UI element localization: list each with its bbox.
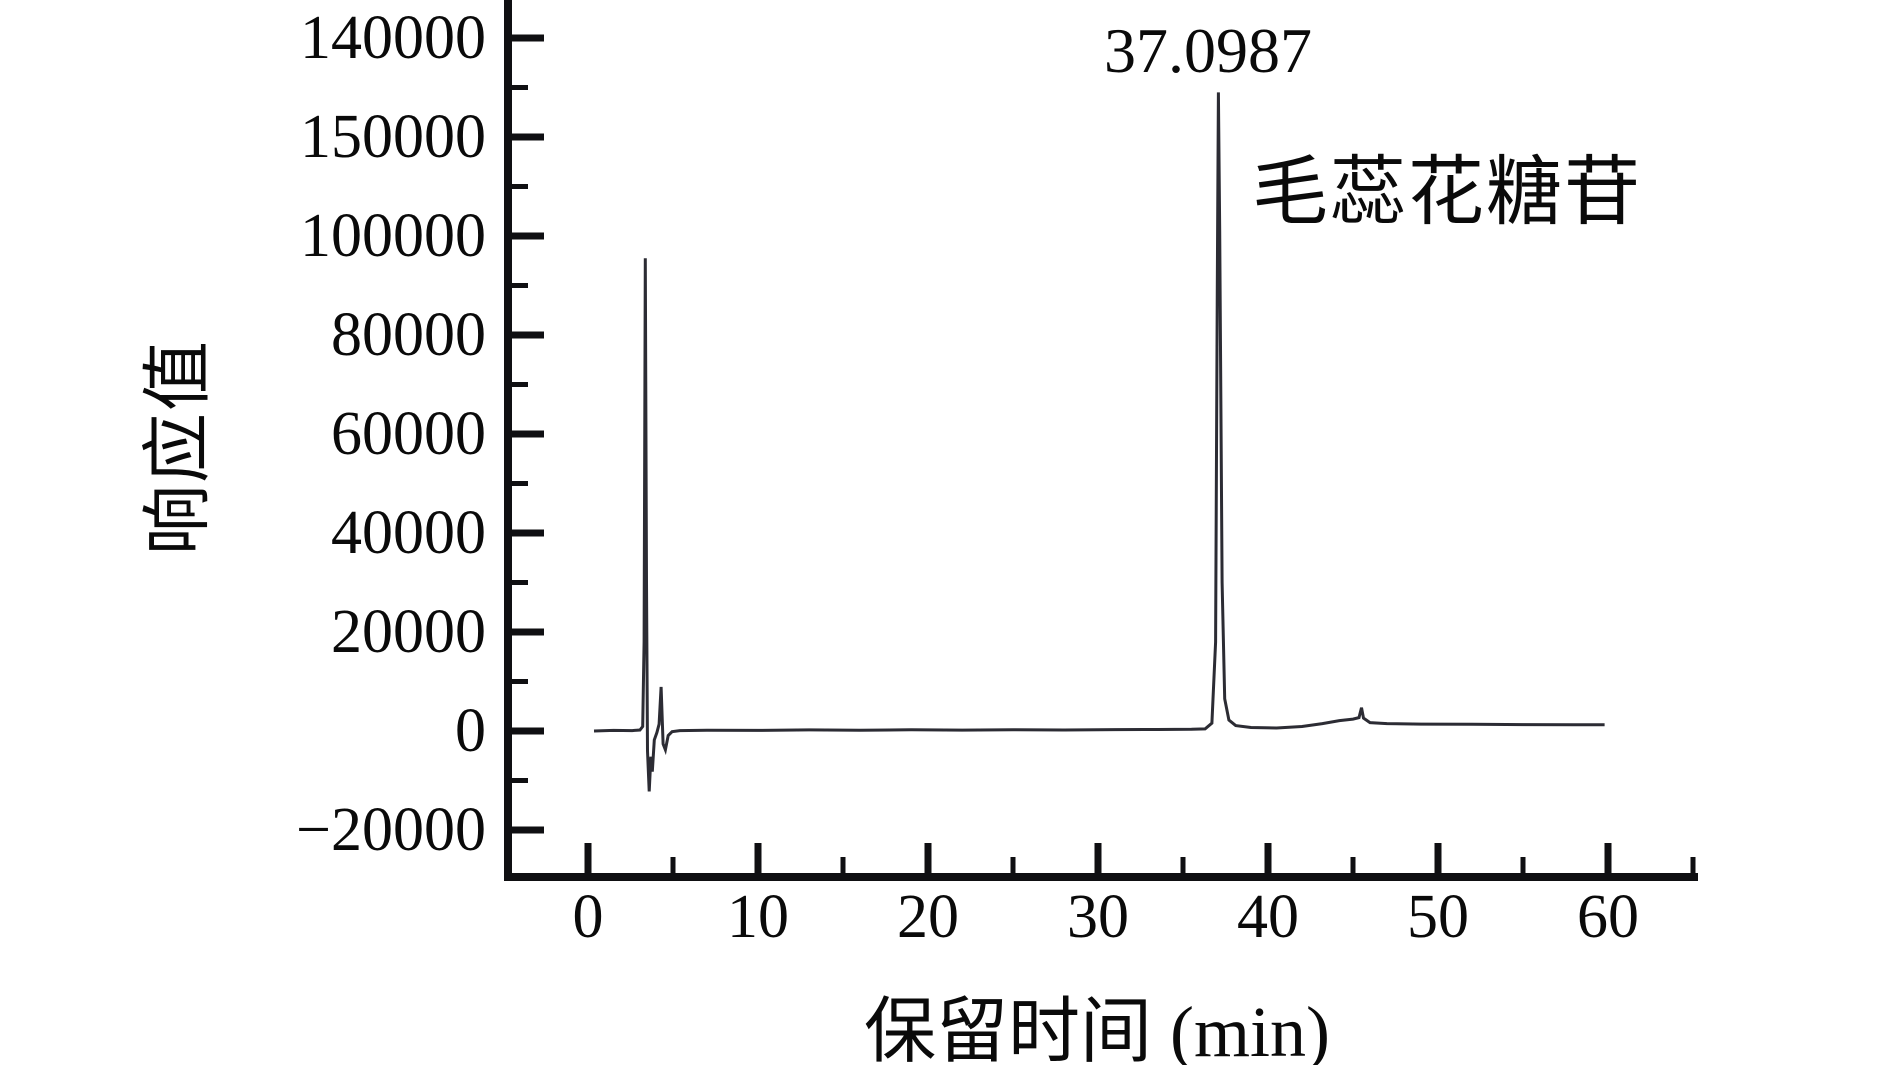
x-tick-label: 50: [1407, 883, 1469, 951]
x-minor-tick: [1010, 857, 1016, 873]
y-minor-tick: [512, 382, 528, 387]
x-major-tick: [1264, 843, 1272, 873]
y-major-tick: [512, 826, 544, 834]
y-axis-spine: [504, 0, 512, 881]
y-axis-title: 响应值: [140, 339, 218, 555]
x-major-tick: [924, 843, 932, 873]
x-major-tick: [584, 843, 592, 873]
y-minor-tick: [512, 580, 528, 585]
y-tick-label: 150000: [300, 103, 486, 171]
y-tick-label: 60000: [331, 400, 486, 468]
y-minor-tick: [512, 778, 528, 783]
y-minor-tick: [512, 679, 528, 684]
x-major-tick: [1094, 843, 1102, 873]
y-major-tick: [512, 34, 544, 42]
y-minor-tick: [512, 481, 528, 486]
y-major-tick: [512, 727, 544, 735]
y-tick-label: 100000: [300, 202, 486, 270]
x-tick-label: 30: [1067, 883, 1129, 951]
x-axis-title: 保留时间 (min): [864, 992, 1330, 1065]
y-major-tick: [512, 430, 544, 438]
y-tick-label: 140000: [300, 4, 486, 72]
x-major-tick: [754, 843, 762, 873]
x-axis-spine: [504, 873, 1698, 881]
y-major-tick: [512, 232, 544, 240]
x-minor-tick: [670, 857, 676, 873]
x-major-tick: [1604, 843, 1612, 873]
x-major-tick: [1434, 843, 1442, 873]
y-tick-label: 0: [455, 697, 486, 765]
x-tick-label: 60: [1577, 883, 1639, 951]
y-tick-label: 40000: [331, 499, 486, 567]
y-tick-label: −20000: [296, 796, 486, 864]
chromatogram-trace: [593, 92, 1605, 792]
y-tick-label: 20000: [331, 598, 486, 666]
x-minor-tick: [840, 857, 846, 873]
y-major-tick: [512, 331, 544, 339]
y-minor-tick: [512, 85, 528, 90]
x-minor-tick: [1690, 857, 1696, 873]
peak-retention-time-label: 37.0987: [1104, 15, 1312, 86]
x-tick-label: 40: [1237, 883, 1299, 951]
x-tick-label: 10: [727, 883, 789, 951]
x-minor-tick: [1350, 857, 1356, 873]
y-minor-tick: [512, 184, 528, 189]
y-major-tick: [512, 529, 544, 537]
peak-compound-label: 毛蕊花糖苷: [1252, 151, 1642, 235]
x-minor-tick: [1520, 857, 1526, 873]
x-tick-label: 20: [897, 883, 959, 951]
x-minor-tick: [1180, 857, 1186, 873]
y-major-tick: [512, 628, 544, 636]
y-major-tick: [512, 133, 544, 141]
x-tick-label: 0: [573, 883, 604, 951]
y-tick-label: 80000: [331, 301, 486, 369]
y-minor-tick: [512, 283, 528, 288]
